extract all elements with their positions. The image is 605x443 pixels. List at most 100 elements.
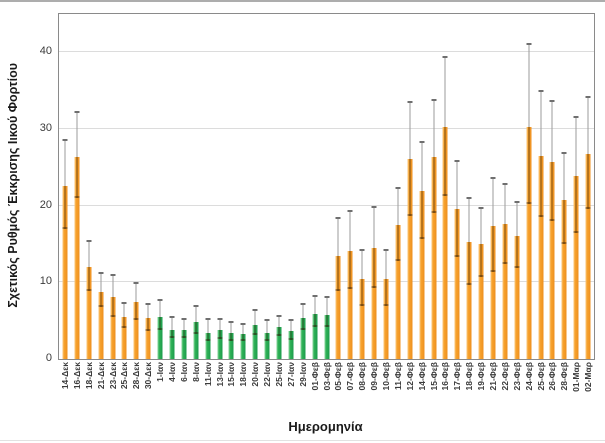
error-cap-bottom — [228, 338, 234, 341]
error-bar-inner — [230, 332, 233, 341]
error-cap-bottom — [407, 213, 413, 216]
bar-28-Φεβ — [561, 200, 567, 359]
error-bar-upper — [516, 203, 518, 236]
x-tick-label-23-Φεβ: 23-Φεβ — [511, 362, 522, 391]
x-tick-label-12-Φεβ: 12-Φεβ — [404, 362, 415, 391]
bar-16-Φεβ — [442, 127, 448, 359]
error-cap-top — [145, 303, 151, 306]
error-cap-top — [121, 301, 127, 304]
error-bar-upper — [123, 303, 125, 317]
x-tick-label-23-Δεκ: 23-Δεκ — [107, 362, 118, 390]
x-label-cell: 29-Ιαν — [297, 362, 309, 417]
error-bar-inner — [218, 329, 221, 340]
x-tick-label-08-Φεβ: 08-Φεβ — [357, 362, 368, 391]
error-cap-bottom — [121, 326, 127, 329]
bar-slot — [523, 14, 535, 359]
error-bar-upper — [147, 305, 149, 319]
error-bar-inner — [301, 318, 304, 330]
x-tick-label-13-Ιαν: 13-Ιαν — [214, 362, 225, 387]
bar-slot — [356, 14, 368, 359]
error-bar-upper — [278, 316, 280, 327]
bar-slot — [499, 14, 511, 359]
bar-09-Φεβ — [371, 247, 377, 359]
error-bar-inner — [396, 224, 399, 261]
error-cap-bottom — [383, 304, 389, 307]
x-label-cell: 6-Ιαν — [178, 362, 190, 417]
x-tick-label-18-Ιαν: 18-Ιαν — [238, 362, 249, 387]
error-cap-bottom — [193, 331, 199, 334]
error-bar-upper — [373, 207, 375, 248]
error-bar-upper — [587, 97, 589, 155]
error-cap-top — [478, 206, 484, 209]
x-label-cell: 14-Δεκ — [59, 362, 71, 417]
bar-slot — [332, 14, 344, 359]
error-cap-bottom — [561, 242, 567, 244]
bar-4-Ιαν — [169, 329, 175, 359]
error-cap-top — [193, 304, 199, 307]
bar-slot — [107, 14, 119, 359]
y-tick-label-10: 10 — [39, 275, 52, 288]
x-label-cell: 11-Ιαν — [202, 362, 214, 417]
error-bar-upper — [242, 324, 244, 334]
bar-slot — [297, 14, 309, 359]
error-cap-bottom — [585, 206, 591, 209]
x-label-cell: 22-Φεβ — [499, 362, 511, 417]
x-tick-label-22-Ιαν: 22-Ιαν — [262, 362, 273, 387]
bar-slot — [95, 14, 107, 359]
x-tick-label-28-Δεκ: 28-Δεκ — [131, 362, 142, 390]
error-bar-upper — [230, 322, 232, 333]
bar-14-Φεβ — [419, 191, 425, 359]
error-cap-top — [526, 43, 532, 46]
error-cap-top — [228, 320, 234, 323]
y-axis-tick-labels: 0 10 20 30 40 — [0, 13, 54, 364]
error-cap-top — [335, 217, 341, 220]
x-label-cell: 08-Φεβ — [356, 362, 368, 417]
x-tick-label-17-Φεβ: 17-Φεβ — [452, 362, 463, 391]
bar-10-Φεβ — [383, 278, 389, 359]
error-cap-bottom — [526, 202, 532, 205]
error-cap-top — [585, 95, 591, 98]
x-axis-tick-labels: 14-Δεκ 16-Δεκ 18-Δεκ 21-Δεκ 23-Δεκ 25-Δεκ 28-Δ… — [59, 362, 594, 417]
error-bar-inner — [266, 332, 269, 342]
error-cap-top — [538, 90, 544, 93]
error-bar-inner — [527, 127, 530, 205]
bar-13-Ιαν — [217, 329, 223, 359]
error-cap-bottom — [324, 324, 330, 327]
x-label-cell: 25-Ιαν — [273, 362, 285, 417]
bar-19-Φεβ — [478, 244, 484, 359]
bar-11-Ιαν — [205, 332, 211, 359]
error-bar-upper — [100, 273, 102, 292]
error-cap-bottom — [252, 333, 258, 336]
error-cap-bottom — [454, 255, 460, 258]
error-bar-upper — [219, 319, 221, 330]
bar-18-Δεκ — [86, 267, 92, 359]
x-label-cell: 8-Ιαν — [190, 362, 202, 417]
bar-03-Φεβ — [324, 314, 330, 359]
bar-18-Ιαν — [240, 333, 246, 359]
error-bar-upper — [433, 100, 435, 158]
error-bar-inner — [159, 316, 162, 330]
error-cap-bottom — [145, 329, 151, 332]
x-label-cell: 23-Δεκ — [107, 362, 119, 417]
bar-slot — [463, 14, 475, 359]
error-bar-upper — [64, 141, 66, 186]
x-tick-label-26-Φεβ: 26-Φεβ — [547, 362, 558, 391]
x-label-cell: 18-Φεβ — [463, 362, 475, 417]
bar-slot — [214, 14, 226, 359]
x-label-cell: 15-Φεβ — [428, 362, 440, 417]
error-cap-bottom — [359, 304, 365, 307]
x-label-cell: 1-Ιαν — [154, 362, 166, 417]
x-label-cell: 16-Δεκ — [71, 362, 83, 417]
bar-1-Ιαν — [157, 316, 163, 359]
error-cap-bottom — [74, 196, 80, 198]
error-bar-upper — [421, 142, 423, 192]
bar-25-Δεκ — [121, 316, 127, 359]
bar-6-Ιαν — [181, 329, 187, 359]
error-bar-inner — [373, 247, 376, 288]
error-bar-inner — [206, 332, 209, 342]
error-bar-upper — [302, 305, 304, 319]
error-bar-upper — [171, 318, 173, 330]
error-cap-top — [312, 294, 318, 297]
error-bar-upper — [361, 250, 363, 279]
error-cap-bottom — [98, 304, 104, 307]
